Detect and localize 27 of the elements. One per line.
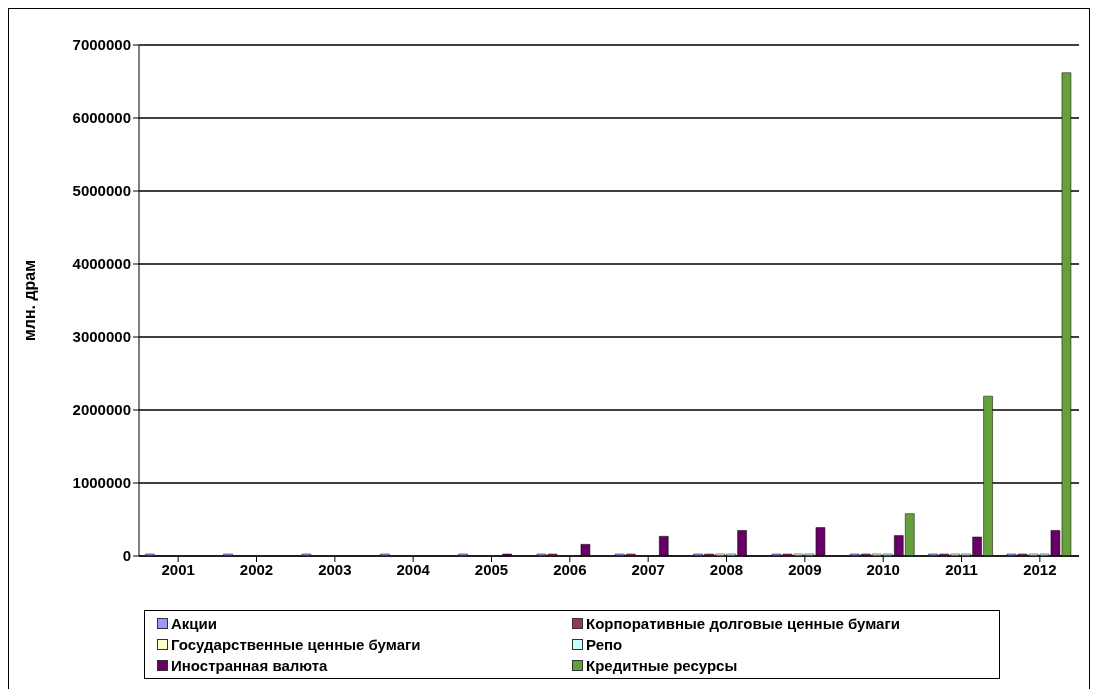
legend-label: Корпоративные долговые ценные бумаги — [586, 615, 900, 632]
legend-label: Государственные ценные бумаги — [171, 636, 421, 653]
x-tick-label: 2007 — [631, 560, 665, 578]
x-tick-label: 2001 — [161, 560, 195, 578]
x-tick-label: 2010 — [866, 560, 900, 578]
legend-label: Кредитные ресурсы — [586, 657, 738, 674]
x-tick-label: 2004 — [396, 560, 431, 578]
y-tick-label: 1000000 — [72, 474, 131, 492]
y-tick-label: 2000000 — [72, 401, 131, 419]
y-axis-title: млн. драм — [20, 259, 38, 342]
x-tick-label: 2005 — [474, 560, 509, 578]
legend-label: Репо — [586, 636, 623, 653]
y-tick-label: 7000000 — [72, 36, 131, 54]
legend-label: Иностранная валюта — [171, 657, 328, 674]
x-tick-label: 2003 — [318, 560, 352, 578]
legend-label: Акции — [171, 615, 218, 632]
x-tick-label: 2011 — [945, 560, 978, 578]
x-tick-label: 2008 — [709, 560, 744, 578]
y-tick-label: 6000000 — [72, 109, 131, 127]
y-tick-label: 4000000 — [72, 255, 131, 273]
x-tick-label: 2009 — [788, 560, 822, 578]
x-tick-label: 2006 — [553, 560, 587, 578]
x-tick-label: 2002 — [239, 560, 274, 578]
y-tick-label: 5000000 — [72, 182, 131, 200]
y-tick-label: 0 — [122, 547, 131, 565]
x-tick-label: 2012 — [1023, 560, 1057, 578]
y-tick-label: 3000000 — [72, 328, 131, 346]
